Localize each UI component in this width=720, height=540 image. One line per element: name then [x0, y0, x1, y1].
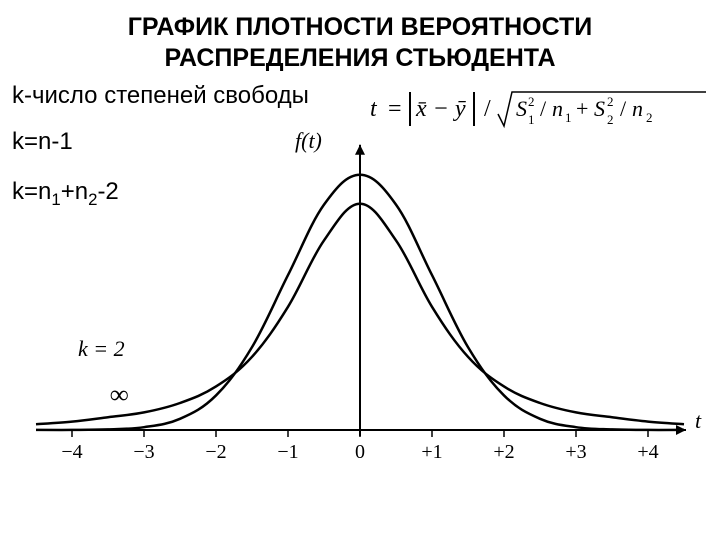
svg-text:−1: −1	[277, 441, 298, 463]
curve-label-inf: ∞	[110, 380, 129, 410]
svg-text:+2: +2	[493, 441, 514, 463]
svg-text:+3: +3	[565, 441, 586, 463]
svg-text:+4: +4	[637, 441, 658, 463]
svg-text:−4: −4	[61, 441, 82, 463]
svg-text:−3: −3	[133, 441, 154, 463]
density-chart: −4 −3 −2 −1 0 +1 +2 +3 +4	[0, 0, 720, 540]
svg-text:−2: −2	[205, 441, 226, 463]
curve-label-k2: k = 2	[78, 336, 125, 362]
x-axis-label: t	[695, 408, 701, 434]
svg-text:0: 0	[355, 441, 365, 463]
svg-text:+1: +1	[421, 441, 442, 463]
